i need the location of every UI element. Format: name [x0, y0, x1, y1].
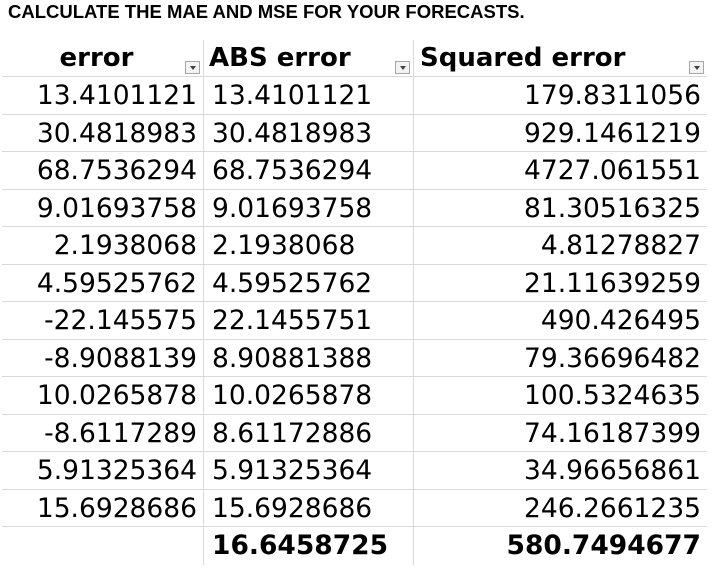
page-title: CALCULATE THE MAE AND MSE FOR YOUR FOREC… [8, 1, 525, 22]
table-row: 9.01693758 9.01693758 81.30516325 [2, 189, 707, 227]
table-cell[interactable]: 2.1938068 [203, 227, 413, 264]
table-row: 13.4101121 13.4101121 179.8311056 [2, 77, 707, 115]
table-row: 10.0265878 10.0265878 100.5324635 [2, 377, 707, 415]
table-row: 2.1938068 2.1938068 4.81278827 [2, 227, 707, 265]
table-cell[interactable]: -8.9088139 [44, 342, 197, 374]
totals-row: 16.6458725 580.7494677 [2, 527, 707, 565]
filter-dropdown-icon[interactable] [185, 61, 200, 74]
table-cell[interactable]: -22.145575 [44, 305, 197, 336]
total-cell[interactable] [2, 527, 203, 565]
table-cell[interactable]: 2.1938068 [53, 230, 197, 261]
spreadsheet-table: error ABS error Squared error 13.4101121… [2, 40, 707, 565]
table-row: -8.9088139 8.90881388 79.36696482 [2, 339, 707, 377]
column-header-label: error [59, 43, 134, 73]
table-cell[interactable]: 21.11639259 [413, 264, 707, 301]
filter-dropdown-icon[interactable] [689, 61, 704, 74]
column-header-squared-error[interactable]: Squared error [413, 40, 707, 76]
table-cell[interactable]: 30.4818983 [203, 114, 413, 151]
filter-dropdown-icon[interactable] [395, 61, 410, 74]
table-cell[interactable]: 9.01693758 [36, 192, 197, 224]
table-cell[interactable]: 8.90881388 [203, 339, 413, 376]
table-cell[interactable]: -8.6117289 [44, 417, 197, 449]
column-header-error[interactable]: error [2, 40, 203, 76]
table-cell[interactable]: 4.59525762 [203, 264, 413, 301]
table-cell[interactable]: 100.5324635 [413, 377, 707, 414]
table-cell[interactable]: 68.7536294 [36, 155, 197, 186]
table-cell[interactable]: 15.6928686 [203, 489, 413, 526]
table-row: 30.4818983 30.4818983 929.1461219 [2, 114, 707, 152]
table-cell[interactable]: 81.30516325 [413, 189, 707, 226]
table-cell[interactable]: 4.81278827 [413, 227, 707, 264]
total-cell[interactable]: 580.7494677 [413, 527, 707, 565]
table-cell[interactable]: 4727.061551 [413, 152, 707, 189]
table-row: 4.59525762 4.59525762 21.11639259 [2, 264, 707, 302]
table-row: 5.91325364 5.91325364 34.96656861 [2, 452, 707, 490]
table-row: -22.145575 22.1455751 490.426495 [2, 302, 707, 340]
table-cell[interactable]: 34.96656861 [413, 452, 707, 489]
table-cell[interactable]: 4.59525762 [36, 267, 197, 299]
table-cell[interactable]: 68.7536294 [203, 152, 413, 189]
table-cell[interactable]: 5.91325364 [36, 455, 197, 486]
table-cell[interactable]: 246.2661235 [413, 489, 707, 526]
column-header-label: Squared error [420, 43, 626, 73]
table-cell[interactable]: 490.426495 [413, 302, 707, 339]
table-row: 15.6928686 15.6928686 246.2661235 [2, 489, 707, 527]
table-cell[interactable]: 179.8311056 [413, 77, 707, 114]
table-cell[interactable]: 74.16187399 [413, 414, 707, 451]
table-cell[interactable]: 15.6928686 [36, 492, 197, 524]
total-cell[interactable]: 16.6458725 [203, 527, 413, 565]
table-cell[interactable]: 13.4101121 [36, 80, 197, 111]
table-row: 68.7536294 68.7536294 4727.061551 [2, 152, 707, 190]
table-row: -8.6117289 8.61172886 74.16187399 [2, 414, 707, 452]
table-cell[interactable]: 10.0265878 [203, 377, 413, 414]
header-row: error ABS error Squared error [2, 40, 707, 77]
table-cell[interactable]: 13.4101121 [203, 77, 413, 114]
table-cell[interactable]: 5.91325364 [203, 452, 413, 489]
table-cell[interactable]: 10.0265878 [36, 380, 197, 411]
table-cell[interactable]: 30.4818983 [36, 117, 197, 149]
column-header-label: ABS error [209, 43, 351, 73]
table-cell[interactable]: 929.1461219 [413, 114, 707, 151]
table-cell[interactable]: 79.36696482 [413, 339, 707, 376]
table-cell[interactable]: 9.01693758 [203, 189, 413, 226]
table-cell[interactable]: 8.61172886 [203, 414, 413, 451]
table-cell[interactable]: 22.1455751 [203, 302, 413, 339]
column-header-abs-error[interactable]: ABS error [203, 40, 413, 76]
